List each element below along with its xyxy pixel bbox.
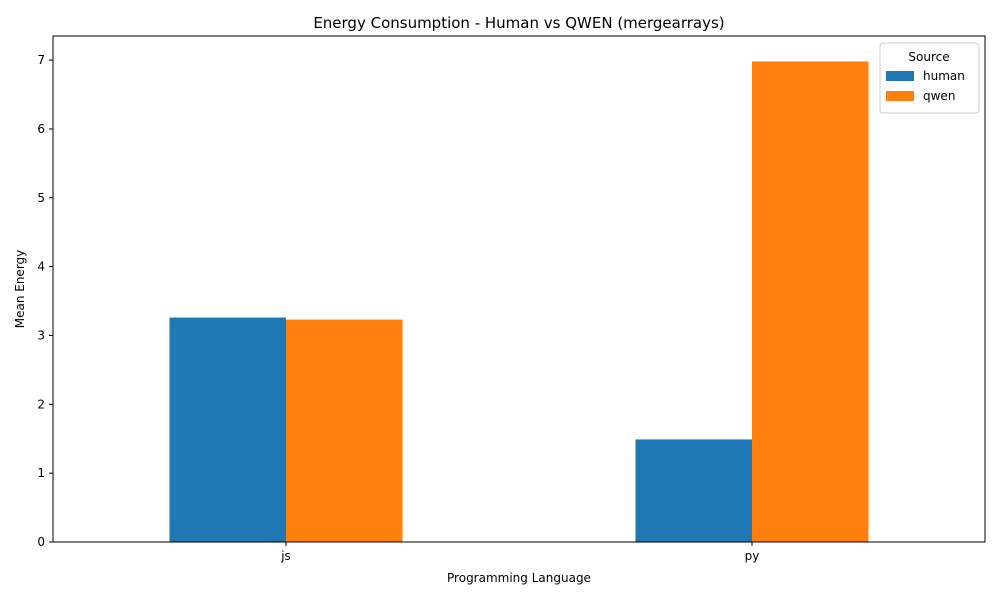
bar-human-py [635, 439, 752, 542]
legend-swatch-human [886, 71, 914, 81]
y-axis-label: Mean Energy [13, 250, 27, 329]
legend: Source human qwen [879, 42, 980, 114]
axes-frame [52, 35, 986, 543]
y-tick-label-2: 2 [37, 397, 45, 411]
y-tick-label-7: 7 [37, 53, 45, 67]
bar-human-js [169, 317, 286, 542]
bar-qwen-js [286, 319, 403, 542]
x-tick-label-js: js [280, 549, 291, 563]
y-tick-label-4: 4 [37, 260, 45, 274]
legend-title: Source [908, 50, 949, 64]
y-tick-label-3: 3 [37, 328, 45, 342]
x-axis: js py [280, 542, 759, 563]
legend-label-human: human [923, 69, 965, 83]
y-tick-label-6: 6 [37, 122, 45, 136]
bar-qwen-py [752, 61, 869, 542]
chart-title: Energy Consumption - Human vs QWEN (merg… [313, 14, 724, 32]
legend-items: human qwen [886, 69, 965, 103]
y-tick-label-1: 1 [37, 466, 45, 480]
legend-swatch-qwen [886, 91, 914, 101]
y-tick-label-0: 0 [37, 535, 45, 549]
legend-label-qwen: qwen [923, 89, 955, 103]
x-axis-label: Programming Language [447, 571, 591, 585]
plot-area [169, 61, 869, 542]
x-tick-label-py: py [745, 549, 760, 563]
y-axis: 0 1 2 3 4 5 6 7 [37, 53, 53, 549]
y-tick-label-5: 5 [37, 191, 45, 205]
